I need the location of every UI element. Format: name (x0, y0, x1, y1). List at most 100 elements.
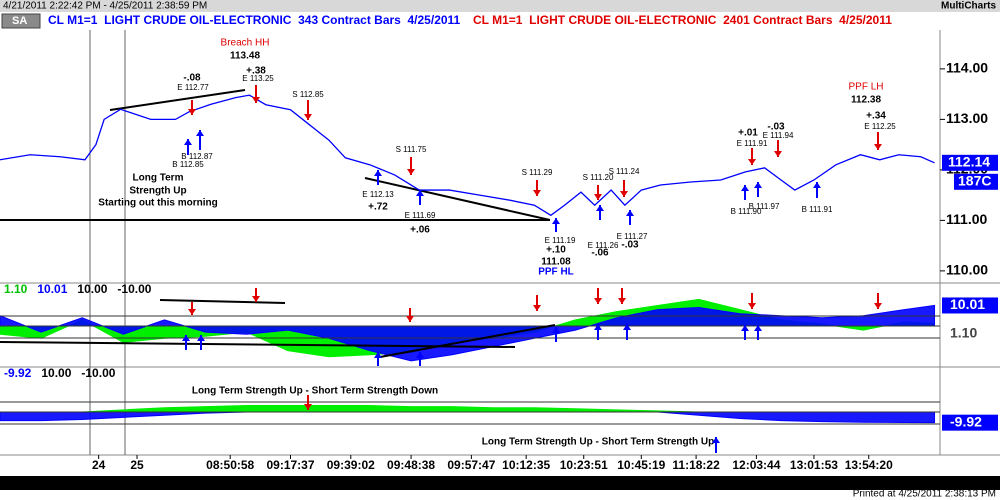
trendline (379, 324, 556, 358)
arrow-head (416, 190, 424, 196)
annotation: 111.08 (541, 257, 571, 268)
arrow-head (196, 130, 204, 136)
countdown-label: 187C (958, 173, 991, 189)
annotation: E 112.77 (177, 83, 209, 92)
annotation: B 112.85 (172, 160, 204, 169)
arrow-head (741, 325, 749, 331)
arrow-head (596, 205, 604, 211)
arrow-head (741, 185, 749, 191)
arrow-head (184, 139, 192, 145)
arrow-head (594, 194, 602, 200)
series-title: CL M1=1 LIGHT CRUDE OIL-ELECTRONIC 343 C… (48, 13, 461, 27)
annotation: 113.48 (230, 51, 260, 62)
annotation: E 113.25 (242, 74, 274, 83)
arrow-head (594, 298, 602, 304)
arrow-head (374, 352, 382, 358)
x-tick-label: 09:39:02 (327, 458, 375, 472)
annotation: S 111.20 (583, 173, 614, 182)
annotation: Long Term Strength Up - Short Term Stren… (192, 386, 438, 397)
arrow-head (304, 404, 312, 410)
annotation: Long Term (133, 173, 184, 184)
annotation: S 111.24 (609, 167, 640, 176)
indicator-legend: 10.01 (37, 282, 67, 296)
annotation: S 111.29 (522, 168, 553, 177)
annotation: B 112.87 (181, 152, 213, 161)
series-title: CL M1=1 LIGHT CRUDE OIL-ELECTRONIC 2401 … (473, 13, 892, 27)
last-value-label: 1.10 (950, 324, 977, 340)
arrow-head (252, 296, 260, 302)
annotation: E 112.13 (362, 190, 394, 199)
arrow-head (754, 325, 762, 331)
arrow-head (552, 327, 560, 333)
x-tick-label: 10:12:35 (502, 458, 550, 472)
x-tick-label: 09:17:37 (266, 458, 314, 472)
arrow-head (533, 190, 541, 196)
annotation: E 111.26 (588, 241, 619, 250)
arrow-head (620, 191, 628, 197)
annotation: -.06 (591, 248, 609, 259)
last-value-label: -9.92 (950, 413, 982, 429)
symbol-button[interactable] (1, 13, 41, 29)
annotation: Long Term Strength Up - Short Term Stren… (482, 437, 714, 448)
last-value-label: 10.01 (950, 296, 985, 312)
annotation: PPF HL (538, 267, 574, 278)
annotation: E 111.94 (763, 131, 794, 140)
x-tick-label: 10:23:51 (560, 458, 608, 472)
arrow-head (626, 210, 634, 216)
x-tick-label: 25 (130, 458, 144, 472)
annotation: +.72 (368, 202, 388, 213)
annotation: E 111.91 (737, 139, 768, 148)
y-tick-label: 114.00 (946, 60, 988, 76)
y-tick-label: 111.00 (946, 211, 987, 227)
arrow-head (182, 335, 190, 341)
indicator-legend: 1.10 (4, 282, 28, 296)
arrow-head (748, 303, 756, 309)
annotation: -.03 (621, 240, 639, 251)
x-tick-label: 10:45:19 (617, 458, 665, 472)
arrow-head (407, 169, 415, 175)
trendline (159, 299, 286, 304)
x-tick-label: 24 (92, 458, 106, 472)
trendline (0, 341, 516, 348)
x-tick-label: 09:48:38 (387, 458, 435, 472)
arrow-head (304, 114, 312, 120)
y-tick-label: 110.00 (946, 262, 988, 278)
annotation: Breach HH (221, 38, 270, 49)
arrow-head (748, 159, 756, 165)
arrow-head (774, 151, 782, 157)
annotation: +.10 (546, 245, 566, 256)
trendline (109, 89, 246, 111)
annotation: E 112.25 (864, 122, 896, 131)
arrow-head (188, 309, 196, 315)
arrow-head (188, 109, 196, 115)
arrow-head (623, 324, 631, 330)
annotation: Starting out this morning (98, 198, 217, 209)
arrow-head (416, 352, 424, 358)
annotation: E 111.69 (405, 211, 436, 220)
arrow-head (712, 437, 720, 443)
arrow-head (406, 316, 414, 322)
countdown-box (954, 173, 998, 190)
last-value-box (942, 297, 998, 314)
indicator-legend: -10.00 (81, 366, 115, 380)
trendline (364, 177, 551, 221)
oscillator-area (0, 405, 935, 413)
annotation: S 112.85 (292, 90, 324, 99)
indicator-legend: -9.92 (4, 366, 32, 380)
y-tick-label: 113.00 (946, 110, 988, 126)
annotation: Strength Up (129, 186, 186, 197)
arrow-head (533, 305, 541, 311)
x-tick-label: 09:57:47 (447, 458, 495, 472)
annotation: E 111.19 (545, 236, 576, 245)
annotation: S 111.75 (396, 145, 427, 154)
last-value-box (942, 325, 998, 342)
scroll-bar[interactable] (0, 476, 1000, 490)
annotation: B 111.90 (731, 207, 762, 216)
indicator-legend: 10.00 (77, 282, 107, 296)
arrow-head (754, 182, 762, 188)
app-name: MultiCharts (941, 1, 996, 12)
last-price-box (942, 154, 998, 171)
arrow-head (813, 182, 821, 188)
symbol-button-label[interactable]: SA (12, 15, 27, 27)
